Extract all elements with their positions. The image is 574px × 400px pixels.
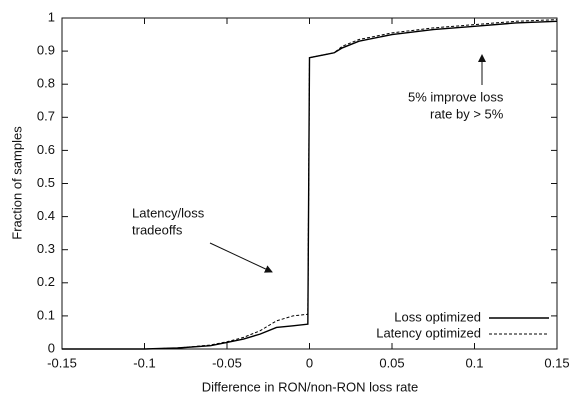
annotation: tradeoffs: [132, 222, 183, 237]
data-line: [62, 20, 558, 350]
x-tick-label: 0.1: [465, 355, 483, 370]
y-tick-label: 0.9: [37, 43, 55, 58]
y-tick-label: 1: [48, 9, 55, 24]
y-tick-label: 0: [48, 340, 55, 355]
legend-label: Latency optimized: [376, 325, 481, 340]
annotation: rate by > 5%: [430, 106, 504, 121]
y-tick-label: 0.1: [37, 307, 55, 322]
data-line: [62, 19, 558, 350]
y-tick-label: 0.8: [37, 76, 55, 91]
x-axis-label: Difference in RON/non-RON loss rate: [202, 379, 419, 394]
x-tick-label: -0.15: [47, 355, 77, 370]
x-tick-label: -0.1: [133, 355, 155, 370]
x-tick-label: -0.05: [212, 355, 242, 370]
annotation: Latency/loss: [132, 205, 205, 220]
y-tick-label: 0.6: [37, 142, 55, 157]
y-tick-label: 0.3: [37, 241, 55, 256]
x-tick-label: 0.05: [379, 355, 404, 370]
y-tick-label: 0.2: [37, 274, 55, 289]
y-tick-label: 0.7: [37, 109, 55, 124]
y-axis-label: Fraction of samples: [9, 126, 24, 240]
legend-label: Loss optimized: [394, 309, 481, 324]
y-tick-label: 0.4: [37, 208, 55, 223]
x-tick-label: 0.15: [544, 355, 569, 370]
annotation: 5% improve loss: [408, 89, 504, 104]
annotation-arrow: [209, 242, 273, 273]
x-tick-label: 0: [306, 355, 313, 370]
y-tick-label: 0.5: [37, 175, 55, 190]
